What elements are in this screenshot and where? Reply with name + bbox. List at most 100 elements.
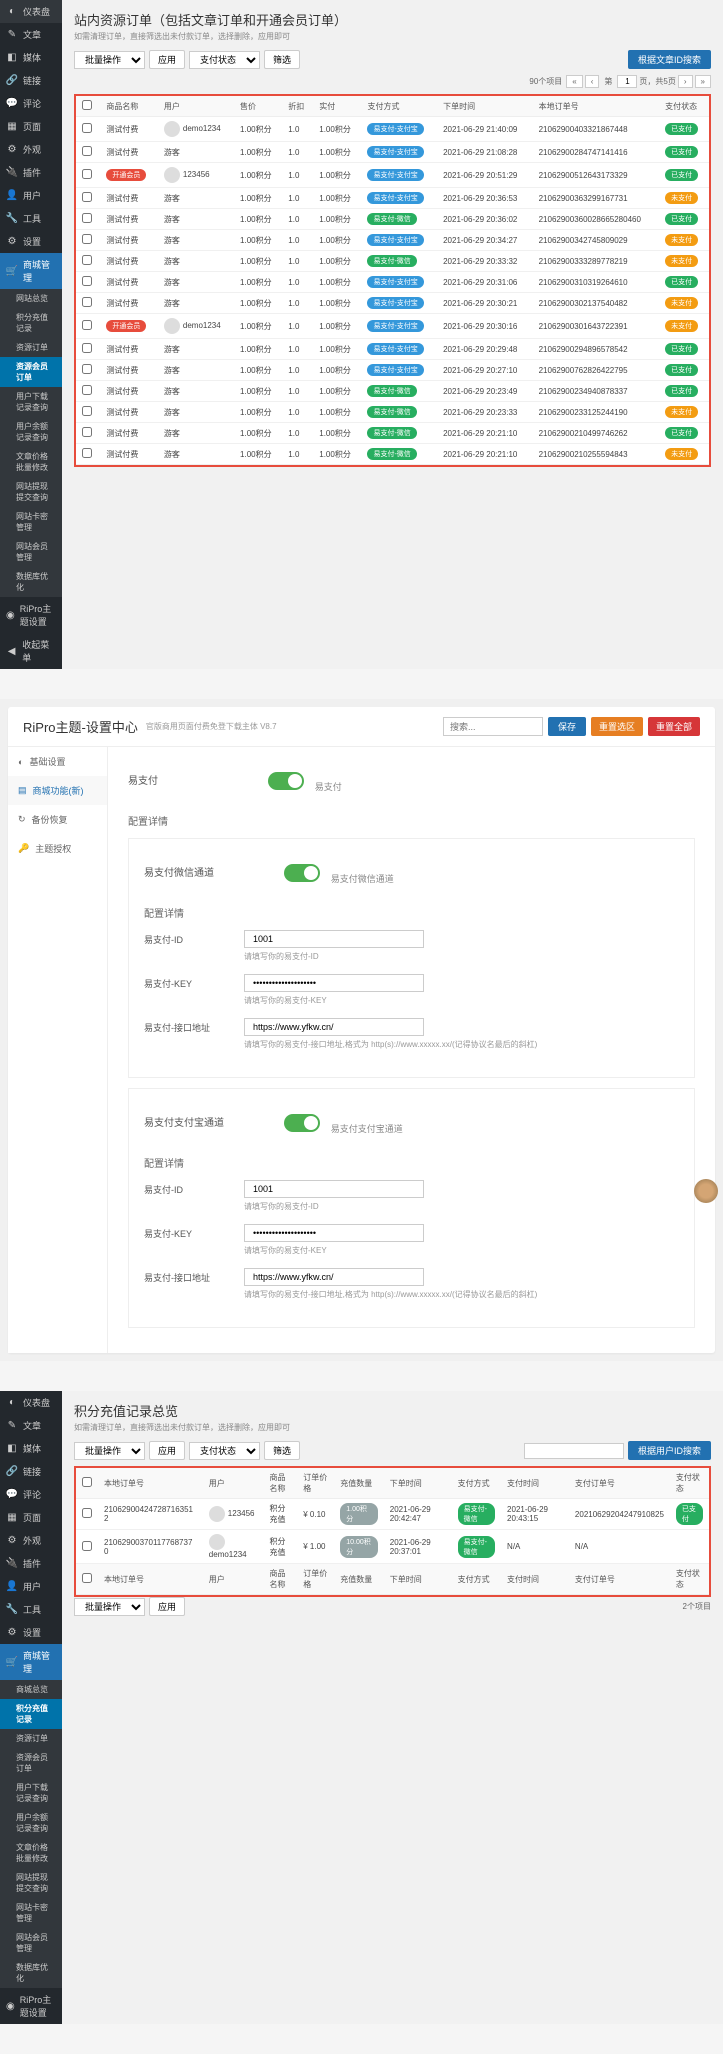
row-checkbox[interactable] [82, 406, 92, 416]
row-checkbox[interactable] [82, 320, 92, 330]
sidebar-item[interactable]: 💬评论 [0, 92, 62, 115]
sidebar-mall[interactable]: 🛒 商城管理 [0, 253, 62, 289]
row-checkbox[interactable] [82, 297, 92, 307]
field-input[interactable] [244, 974, 424, 992]
page-last[interactable]: » [695, 75, 711, 88]
sidebar-subitem[interactable]: 网站提现提交查询 [0, 477, 62, 507]
sidebar-item[interactable]: 🔧工具 [0, 1598, 62, 1621]
select-all[interactable] [82, 1477, 92, 1487]
wechat-toggle[interactable] [284, 864, 320, 882]
sidebar-collapse[interactable]: ◀ 收起菜单 [0, 633, 62, 669]
sidebar-subitem[interactable]: 积分充值记录 [0, 1699, 62, 1729]
sidebar-item[interactable]: 💬评论 [0, 1483, 62, 1506]
page-input[interactable] [617, 75, 637, 88]
field-input[interactable] [244, 1224, 424, 1242]
sidebar-item[interactable]: ◧媒体 [0, 46, 62, 69]
sidebar-item[interactable]: ▦页面 [0, 1506, 62, 1529]
sidebar-subitem[interactable]: 用户下载记录查询 [0, 1778, 62, 1808]
sidebar-subitem[interactable]: 用户余额记录查询 [0, 1808, 62, 1838]
sidebar-subitem[interactable]: 文章价格批量修改 [0, 1838, 62, 1868]
sidebar-subitem[interactable]: 网站提现提交查询 [0, 1868, 62, 1898]
sidebar-item[interactable]: ◐仪表盘 [0, 1391, 62, 1414]
bulk-action-select[interactable]: 批量操作 [74, 51, 145, 69]
search-id-button[interactable]: 根据文章ID搜索 [628, 50, 711, 69]
sidebar-item[interactable]: ⚙设置 [0, 1621, 62, 1644]
alipay-toggle[interactable] [284, 1114, 320, 1132]
settings-menu-item[interactable]: ◐基础设置 [8, 747, 107, 776]
reset-button[interactable]: 重置选区 [591, 717, 643, 736]
sidebar-item[interactable]: ◐仪表盘 [0, 0, 62, 23]
field-input[interactable] [244, 1180, 424, 1198]
row-checkbox[interactable] [82, 448, 92, 458]
row-checkbox[interactable] [82, 1508, 92, 1518]
sidebar-subitem[interactable]: 资源会员订单 [0, 1748, 62, 1778]
row-checkbox[interactable] [82, 192, 92, 202]
sidebar-subitem[interactable]: 网站卡密管理 [0, 1898, 62, 1928]
field-input[interactable] [244, 1268, 424, 1286]
pay-status-select[interactable]: 支付状态 [189, 51, 260, 69]
sidebar-subitem[interactable]: 商城总览 [0, 1680, 62, 1699]
sidebar-mall-3[interactable]: 🛒 商城管理 [0, 1644, 62, 1680]
sidebar-item[interactable]: ◧媒体 [0, 1437, 62, 1460]
field-input[interactable] [244, 930, 424, 948]
row-checkbox[interactable] [82, 234, 92, 244]
sidebar-subitem[interactable]: 用户下载记录查询 [0, 387, 62, 417]
sidebar-subitem[interactable]: 网站会员管理 [0, 537, 62, 567]
sidebar-item[interactable]: ⚙设置 [0, 230, 62, 253]
sidebar-subitem[interactable]: 文章价格批量修改 [0, 447, 62, 477]
filter-button-3[interactable]: 筛选 [264, 1441, 300, 1460]
sidebar-subitem[interactable]: 资源会员订单 [0, 357, 62, 387]
search-input-3[interactable] [524, 1443, 624, 1459]
sidebar-subitem[interactable]: 数据库优化 [0, 567, 62, 597]
apply-button[interactable]: 应用 [149, 50, 185, 69]
sidebar-item[interactable]: ⚙外观 [0, 1529, 62, 1552]
sidebar-item[interactable]: 👤用户 [0, 184, 62, 207]
settings-menu-item[interactable]: ▤商城功能(新) [8, 776, 107, 805]
pay-status-select-3[interactable]: 支付状态 [189, 1442, 260, 1460]
page-prev[interactable]: ‹ [585, 75, 600, 88]
sidebar-subitem[interactable]: 用户余额记录查询 [0, 417, 62, 447]
sidebar-ripro[interactable]: ◉ RiPro主题设置 [0, 597, 62, 633]
filter-button[interactable]: 筛选 [264, 50, 300, 69]
sidebar-subitem[interactable]: 数据库优化 [0, 1958, 62, 1988]
settings-search[interactable] [443, 717, 543, 736]
sidebar-item[interactable]: 🔗链接 [0, 69, 62, 92]
bulk-action-bottom[interactable]: 批量操作 [74, 1598, 145, 1616]
row-checkbox[interactable] [82, 146, 92, 156]
field-input[interactable] [244, 1018, 424, 1036]
sidebar-item[interactable]: 👤用户 [0, 1575, 62, 1598]
select-all-foot[interactable] [82, 1573, 92, 1583]
row-checkbox[interactable] [82, 169, 92, 179]
sidebar-item[interactable]: ⚙外观 [0, 138, 62, 161]
apply-button-bottom[interactable]: 应用 [149, 1597, 185, 1616]
select-all[interactable] [82, 100, 92, 110]
row-checkbox[interactable] [82, 427, 92, 437]
sidebar-subitem[interactable]: 网站卡密管理 [0, 507, 62, 537]
sidebar-subitem[interactable]: 资源订单 [0, 1729, 62, 1748]
row-checkbox[interactable] [82, 385, 92, 395]
sidebar-item[interactable]: 🔗链接 [0, 1460, 62, 1483]
sidebar-item[interactable]: ✎文章 [0, 1414, 62, 1437]
bulk-action-select-3[interactable]: 批量操作 [74, 1442, 145, 1460]
search-id-button-3[interactable]: 根据用户ID搜索 [628, 1441, 711, 1460]
row-checkbox[interactable] [82, 343, 92, 353]
row-checkbox[interactable] [82, 213, 92, 223]
sidebar-item[interactable]: 🔌插件 [0, 1552, 62, 1575]
settings-menu-item[interactable]: ↻备份恢复 [8, 805, 107, 834]
row-checkbox[interactable] [82, 1541, 92, 1551]
save-button[interactable]: 保存 [548, 717, 586, 736]
sidebar-ripro-3[interactable]: ◉ RiPro主题设置 [0, 1988, 62, 2024]
sidebar-item[interactable]: 🔌插件 [0, 161, 62, 184]
sidebar-item[interactable]: 🔧工具 [0, 207, 62, 230]
row-checkbox[interactable] [82, 255, 92, 265]
row-checkbox[interactable] [82, 123, 92, 133]
sidebar-subitem[interactable]: 网站会员管理 [0, 1928, 62, 1958]
easypay-toggle[interactable] [268, 772, 304, 790]
sidebar-subitem[interactable]: 资源订单 [0, 338, 62, 357]
sidebar-subitem[interactable]: 网站总览 [0, 289, 62, 308]
sidebar-item[interactable]: ✎文章 [0, 23, 62, 46]
assistant-avatar-icon[interactable] [694, 1179, 718, 1203]
sidebar-item[interactable]: ▦页面 [0, 115, 62, 138]
reset-all-button[interactable]: 重置全部 [648, 717, 700, 736]
row-checkbox[interactable] [82, 364, 92, 374]
